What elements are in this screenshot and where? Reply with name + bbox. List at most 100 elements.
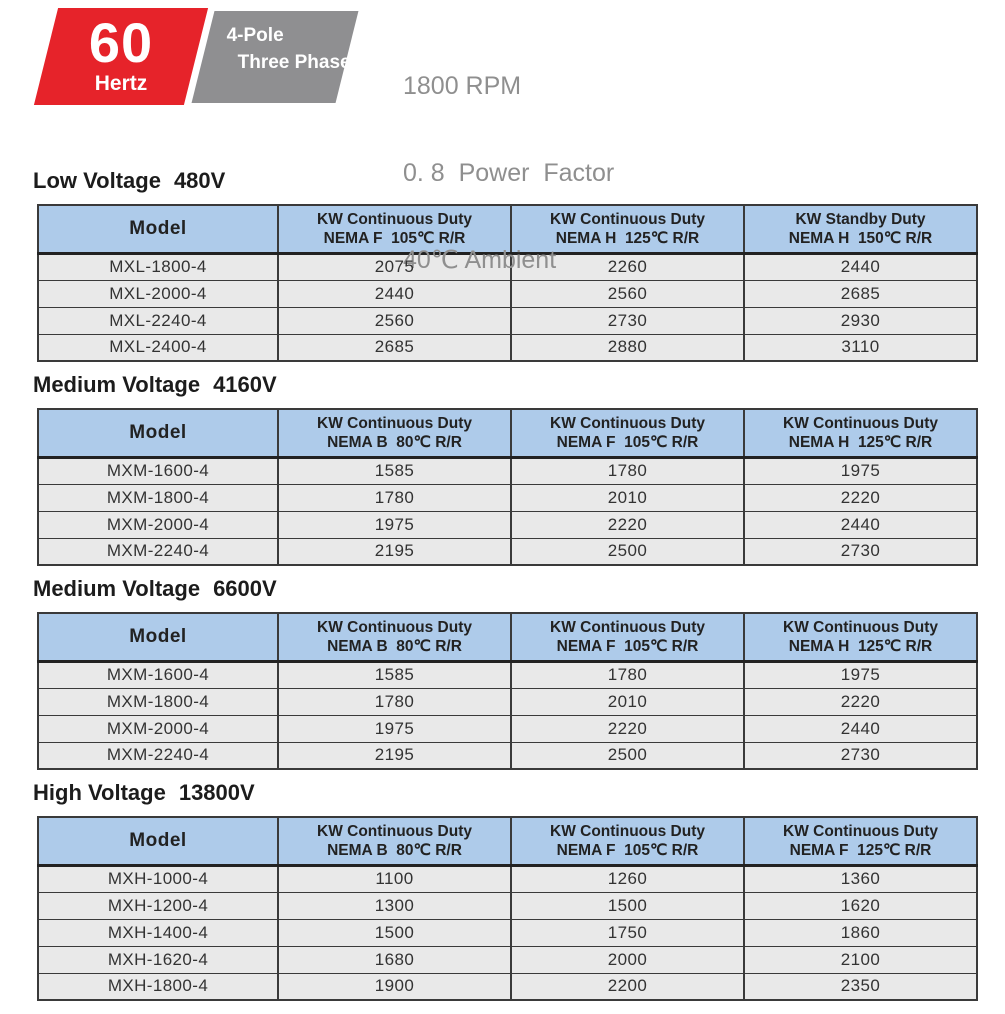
- voltage-section: Medium Voltage 4160V Model KW Continuous D…: [33, 373, 983, 566]
- kw-value-cell: 2685: [277, 333, 512, 362]
- kw-value-cell: 2440: [743, 510, 978, 539]
- header-row: Model KW Continuous Duty NEMA F 105℃ R/R KW…: [37, 204, 978, 255]
- section-title-voltage: 6600V: [213, 576, 277, 601]
- column-header-nema-rating: NEMA H 125℃ R/R: [555, 229, 700, 247]
- model-cell: MXM-1800-4: [37, 483, 279, 512]
- kw-value-cell: 2440: [277, 279, 512, 308]
- column-header: KW Continuous Duty NEMA B 80℃ R/R: [277, 612, 512, 663]
- column-header: KW Continuous Duty NEMA F 105℃ R/R: [277, 204, 512, 255]
- table-row: MXM-1600-4 1585 1780 1975: [37, 456, 978, 485]
- model-cell: MXL-2000-4: [37, 279, 279, 308]
- column-header-nema-rating: NEMA F 105℃ R/R: [556, 637, 699, 655]
- kw-value-cell: 2730: [743, 741, 978, 770]
- kw-value-cell: 2075: [277, 252, 512, 281]
- section-title: High Voltage 13800V: [33, 781, 983, 805]
- header-row: Model KW Continuous Duty NEMA B 80℃ R/R KW …: [37, 408, 978, 459]
- kw-value-cell: 2000: [510, 945, 745, 974]
- spec-table-head: Model KW Continuous Duty NEMA B 80℃ R/R KW …: [37, 612, 978, 663]
- model-cell: MXH-1400-4: [37, 918, 279, 947]
- table-row: MXH-1620-4 1680 2000 2100: [37, 945, 978, 974]
- table-row: MXM-1600-4 1585 1780 1975: [37, 660, 978, 689]
- model-cell: MXH-1200-4: [37, 891, 279, 920]
- table-row: MXM-2000-4 1975 2220 2440: [37, 714, 978, 743]
- spec-power-factor: 0. 8 Power Factor: [403, 159, 615, 187]
- spec-table: Model KW Continuous Duty NEMA F 105℃ R/R KW…: [37, 204, 978, 362]
- table-row: MXL-2400-4 2685 2880 3110: [37, 333, 978, 362]
- operating-specs: 1800 RPM 0. 8 Power Factor 40℃ Ambient: [403, 14, 614, 333]
- spec-table-head: Model KW Continuous Duty NEMA B 80℃ R/R KW …: [37, 816, 978, 867]
- kw-value-cell: 2685: [743, 279, 978, 308]
- kw-value-cell: 2880: [510, 333, 745, 362]
- section-title: Medium Voltage 6600V: [33, 577, 983, 601]
- kw-value-cell: 1680: [277, 945, 512, 974]
- spec-table-body: MXM-1600-4 1585 1780 1975 MXM-1800-4 1780 2010…: [37, 660, 978, 770]
- column-header-nema-rating: NEMA H 150℃ R/R: [788, 229, 933, 247]
- spec-table: Model KW Continuous Duty NEMA B 80℃ R/R KW …: [37, 408, 978, 566]
- column-header: KW Continuous Duty NEMA F 105℃ R/R: [510, 612, 745, 663]
- kw-value-cell: 2010: [510, 483, 745, 512]
- voltage-section: Low Voltage 480V Model KW Continuous Duty N…: [33, 169, 983, 362]
- section-title-label: High Voltage: [33, 780, 166, 805]
- kw-value-cell: 2195: [277, 537, 512, 566]
- kw-value-cell: 2440: [743, 714, 978, 743]
- column-header-model: Model: [37, 612, 279, 663]
- model-cell: MXM-1800-4: [37, 687, 279, 716]
- column-header: KW Continuous Duty NEMA H 125℃ R/R: [510, 204, 745, 255]
- model-cell: MXL-1800-4: [37, 252, 279, 281]
- table-row: MXM-2000-4 1975 2220 2440: [37, 510, 978, 539]
- kw-value-cell: 1780: [277, 483, 512, 512]
- kw-value-cell: 2560: [510, 279, 745, 308]
- column-header-nema-rating: NEMA B 80℃ R/R: [327, 841, 462, 859]
- kw-value-cell: 2500: [510, 741, 745, 770]
- spec-table-head: Model KW Continuous Duty NEMA B 80℃ R/R KW …: [37, 408, 978, 459]
- column-header-duty: KW Standby Duty: [795, 210, 926, 228]
- kw-value-cell: 1975: [743, 456, 978, 485]
- phase-label: Three Phase: [237, 52, 351, 73]
- column-header-nema-rating: NEMA F 105℃ R/R: [556, 433, 699, 451]
- kw-value-cell: 2220: [510, 510, 745, 539]
- column-header-duty: KW Continuous Duty: [550, 822, 705, 840]
- kw-value-cell: 2930: [743, 306, 978, 335]
- spec-table: Model KW Continuous Duty NEMA B 80℃ R/R KW …: [37, 816, 978, 1001]
- table-row: MXM-1800-4 1780 2010 2220: [37, 483, 978, 512]
- kw-value-cell: 2220: [743, 483, 978, 512]
- kw-value-cell: 1620: [743, 891, 978, 920]
- table-row: MXM-1800-4 1780 2010 2220: [37, 687, 978, 716]
- kw-value-cell: 1860: [743, 918, 978, 947]
- kw-value-cell: 1360: [743, 864, 978, 893]
- frequency-badge-content: 60 Hertz: [46, 8, 196, 105]
- section-title: Low Voltage 480V: [33, 169, 983, 193]
- voltage-section: Medium Voltage 6600V Model KW Continuous D…: [33, 577, 983, 770]
- kw-value-cell: 1975: [277, 714, 512, 743]
- column-header: KW Continuous Duty NEMA H 125℃ R/R: [743, 612, 978, 663]
- column-header-duty: KW Continuous Duty: [783, 414, 938, 432]
- kw-value-cell: 2560: [277, 306, 512, 335]
- table-row: MXL-2000-4 2440 2560 2685: [37, 279, 978, 308]
- column-header: KW Continuous Duty NEMA F 105℃ R/R: [510, 408, 745, 459]
- table-row: MXM-2240-4 2195 2500 2730: [37, 741, 978, 770]
- column-header-nema-rating: NEMA B 80℃ R/R: [327, 433, 462, 451]
- kw-value-cell: 1300: [277, 891, 512, 920]
- header-row: Model KW Continuous Duty NEMA B 80℃ R/R KW …: [37, 816, 978, 867]
- kw-value-cell: 1975: [277, 510, 512, 539]
- kw-value-cell: 1585: [277, 660, 512, 689]
- kw-value-cell: 1500: [510, 891, 745, 920]
- column-header: KW Continuous Duty NEMA F 105℃ R/R: [510, 816, 745, 867]
- kw-value-cell: 1260: [510, 864, 745, 893]
- model-cell: MXL-2240-4: [37, 306, 279, 335]
- column-header-duty: KW Continuous Duty: [317, 822, 472, 840]
- kw-value-cell: 2100: [743, 945, 978, 974]
- column-header: KW Standby Duty NEMA H 150℃ R/R: [743, 204, 978, 255]
- kw-value-cell: 3110: [743, 333, 978, 362]
- kw-value-cell: 2200: [510, 972, 745, 1001]
- spec-table-body: MXL-1800-4 2075 2260 2440 MXL-2000-4 2440 2560…: [37, 252, 978, 362]
- header-row: Model KW Continuous Duty NEMA B 80℃ R/R KW …: [37, 612, 978, 663]
- kw-value-cell: 2730: [743, 537, 978, 566]
- column-header-duty: KW Continuous Duty: [550, 618, 705, 636]
- column-header-model: Model: [37, 408, 279, 459]
- voltage-section: High Voltage 13800V Model KW Continuous Du…: [33, 781, 983, 1001]
- model-cell: MXH-1800-4: [37, 972, 279, 1001]
- column-header: KW Continuous Duty NEMA B 80℃ R/R: [277, 408, 512, 459]
- table-row: MXH-1200-4 1300 1500 1620: [37, 891, 978, 920]
- spec-table-body: MXM-1600-4 1585 1780 1975 MXM-1800-4 1780 2010…: [37, 456, 978, 566]
